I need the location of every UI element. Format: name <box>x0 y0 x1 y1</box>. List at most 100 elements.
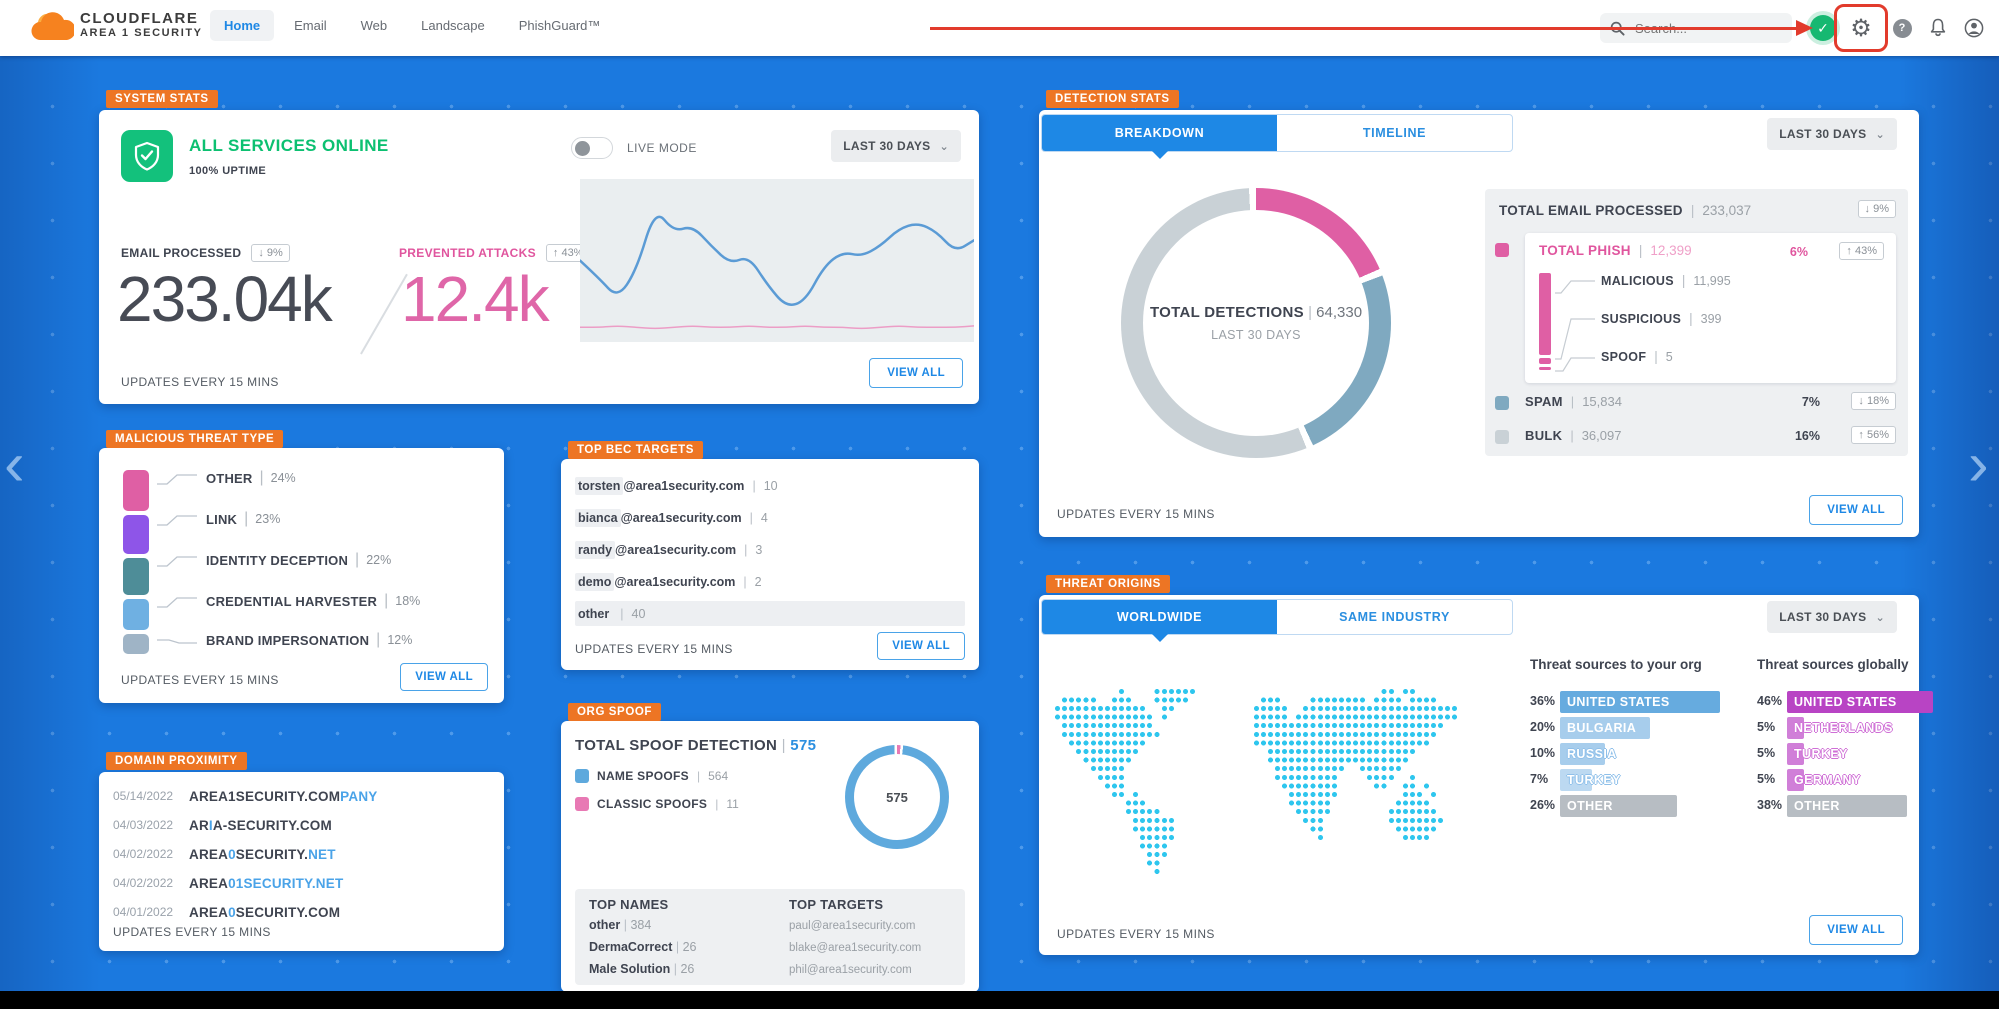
top-bec-targets-card: TOP BEC TARGETS torsten @area1security.co… <box>561 441 979 670</box>
next-page-chevron[interactable]: › <box>1968 430 1989 499</box>
nav-item-home[interactable]: Home <box>210 10 275 41</box>
divider: | <box>376 631 381 648</box>
connector-line <box>157 639 197 644</box>
brand-line2: AREA 1 SECURITY <box>80 27 203 39</box>
top-names-title: TOP NAMES <box>589 897 669 912</box>
email-processed-value: 233.04k <box>117 263 333 335</box>
tab-breakdown[interactable]: BREAKDOWN <box>1042 115 1277 159</box>
domain-date: 04/01/2022 <box>113 905 174 919</box>
traffic-chart <box>578 179 976 342</box>
updates-note: UPDATES EVERY 15 MINS <box>121 375 279 389</box>
bec-row[interactable]: other | 40 <box>575 601 965 626</box>
live-mode-toggle[interactable] <box>571 137 613 159</box>
threat-type-row: LINK | 23% <box>155 509 280 529</box>
connector-line <box>157 597 197 608</box>
threat-type-pct: 12% <box>387 633 413 647</box>
annotation-arrow-line <box>930 27 1798 30</box>
domain-row[interactable]: 04/03/2022 ARIA-SECURITY.COM <box>113 813 332 837</box>
threat-type-label: OTHER <box>206 470 253 486</box>
org-spoof-donut-center: 575 <box>886 789 908 805</box>
bar-segment <box>123 470 149 511</box>
org-spoof-card: ORG SPOOF TOTAL SPOOF DETECTION | 575 NA… <box>561 703 979 992</box>
source-label: BULGARIA <box>1567 721 1637 735</box>
source-pct: 20% <box>1530 720 1556 734</box>
prevented-attacks-value: 12.4k <box>401 263 550 335</box>
source-bar: TURKEY <box>1560 769 1620 791</box>
bec-user: other <box>578 606 610 621</box>
bec-user: torsten <box>575 476 624 495</box>
annotation-arrow-head <box>1796 20 1813 36</box>
spam-share: 7% <box>1801 395 1820 409</box>
domain-row[interactable]: 04/02/2022 AREA0SECURITY.NET <box>113 842 336 866</box>
user-profile-icon[interactable] <box>1960 0 1988 56</box>
domain-row[interactable]: 05/14/2022 AREA1SECURITY.COMPANY <box>113 784 377 808</box>
range-value: LAST 30 DAYS <box>1779 610 1867 624</box>
origins-range-dropdown[interactable]: LAST 30 DAYS ⌄ <box>1767 601 1897 633</box>
domain-row[interactable]: 04/01/2022 AREA0SECURITY.COM <box>113 900 340 924</box>
gear-icon[interactable]: ⚙ <box>1850 14 1872 42</box>
threat-type-view-all-button[interactable]: VIEW ALL <box>400 663 488 691</box>
malicious-threat-type-card: MALICIOUS THREAT TYPE OTHER | 24% LINK |… <box>99 430 504 703</box>
top-target-row: paul@area1security.com <box>789 920 916 932</box>
help-icon[interactable]: ? <box>1888 0 1916 56</box>
uptime-label: 100% UPTIME <box>189 165 267 177</box>
nav-item-web[interactable]: Web <box>360 18 388 33</box>
bec-view-all-button[interactable]: VIEW ALL <box>877 632 965 660</box>
nav-item-phishguard[interactable]: PhishGuard™ <box>518 18 601 33</box>
divider: | <box>744 542 748 557</box>
nav-item-email[interactable]: Email <box>294 18 327 33</box>
connector-line <box>157 474 197 485</box>
tab-same-industry[interactable]: SAME INDUSTRY <box>1339 610 1450 624</box>
threat-type-row: BRAND IMPERSONATION | 12% <box>155 630 412 650</box>
system-stats-tag: SYSTEM STATS <box>106 90 218 108</box>
threat-type-pct: 18% <box>395 594 421 608</box>
divider: | <box>752 478 756 493</box>
source-pct: 5% <box>1757 720 1776 734</box>
domain-proximity-card: DOMAIN PROXIMITY 05/14/2022 AREA1SECURIT… <box>99 752 504 951</box>
source-label: NETHERLANDS <box>1794 721 1893 735</box>
bec-row[interactable]: demo @area1security.com | 2 <box>575 569 965 594</box>
tab-timeline[interactable]: TIMELINE <box>1362 126 1427 140</box>
search-icon <box>1610 21 1625 36</box>
detection-view-all-button[interactable]: VIEW ALL <box>1809 495 1903 525</box>
detection-stats-tag: DETECTION STATS <box>1046 90 1179 108</box>
global-source-row: 5% NETHERLANDS <box>1757 717 1962 739</box>
system-range-dropdown[interactable]: LAST 30 DAYS ⌄ <box>831 130 961 162</box>
bec-domain: @area1security.com <box>614 574 736 589</box>
domain-row[interactable]: 04/02/2022 AREA01SECURITY.NET <box>113 871 343 895</box>
threat-type-pct: 24% <box>270 471 296 485</box>
bar-segment <box>123 599 149 630</box>
spam-swatch <box>1495 396 1509 410</box>
bec-count: 3 <box>755 542 763 557</box>
notifications-bell-icon[interactable] <box>1924 0 1952 56</box>
phish-share: 6% <box>1789 245 1808 259</box>
bec-row[interactable]: bianca @area1security.com | 4 <box>575 505 965 530</box>
domain-name: AREA0SECURITY.NET <box>189 846 336 862</box>
bec-user: randy <box>575 540 616 559</box>
bec-row[interactable]: randy @area1security.com | 3 <box>575 537 965 562</box>
nav-item-landscape[interactable]: Landscape <box>421 18 485 33</box>
divider: | <box>259 469 264 486</box>
detection-range-dropdown[interactable]: LAST 30 DAYS ⌄ <box>1767 118 1897 150</box>
system-view-all-button[interactable]: VIEW ALL <box>869 358 963 388</box>
tab-worldwide[interactable]: WORLDWIDE <box>1042 600 1277 642</box>
domain-date: 04/02/2022 <box>113 847 174 861</box>
source-pct: 5% <box>1757 772 1776 786</box>
detection-summary-panel: TOTAL EMAIL PROCESSED | 233,037 ↓ 9% TOT… <box>1485 189 1908 456</box>
bec-count: 10 <box>763 478 778 493</box>
threat-origins-tag: THREAT ORIGINS <box>1046 575 1170 593</box>
phish-breakdown-box: TOTAL PHISH | 12,399 6% ↑ 43% MALICIOUS |… <box>1525 233 1896 383</box>
top-target-row: phil@area1security.com <box>789 964 912 976</box>
origins-view-all-button[interactable]: VIEW ALL <box>1809 915 1903 945</box>
org-spoof-donut: 575 <box>845 745 949 849</box>
previous-page-chevron[interactable]: ‹ <box>4 430 25 499</box>
phish-mini-bar <box>1539 273 1551 370</box>
source-bar: UNITED STATES <box>1560 691 1720 713</box>
brand: CLOUDFLARE AREA 1 SECURITY <box>80 10 203 39</box>
spoof-total-value: 575 <box>790 737 817 754</box>
bec-row[interactable]: torsten @area1security.com | 10 <box>575 473 965 498</box>
prevented-attacks-delta: ↑ 43% <box>545 244 591 262</box>
top-target-row: blake@area1security.com <box>789 942 922 954</box>
threat-type-label: IDENTITY DECEPTION <box>206 552 349 568</box>
org-source-row: 20% BULGARIA <box>1530 717 1735 739</box>
